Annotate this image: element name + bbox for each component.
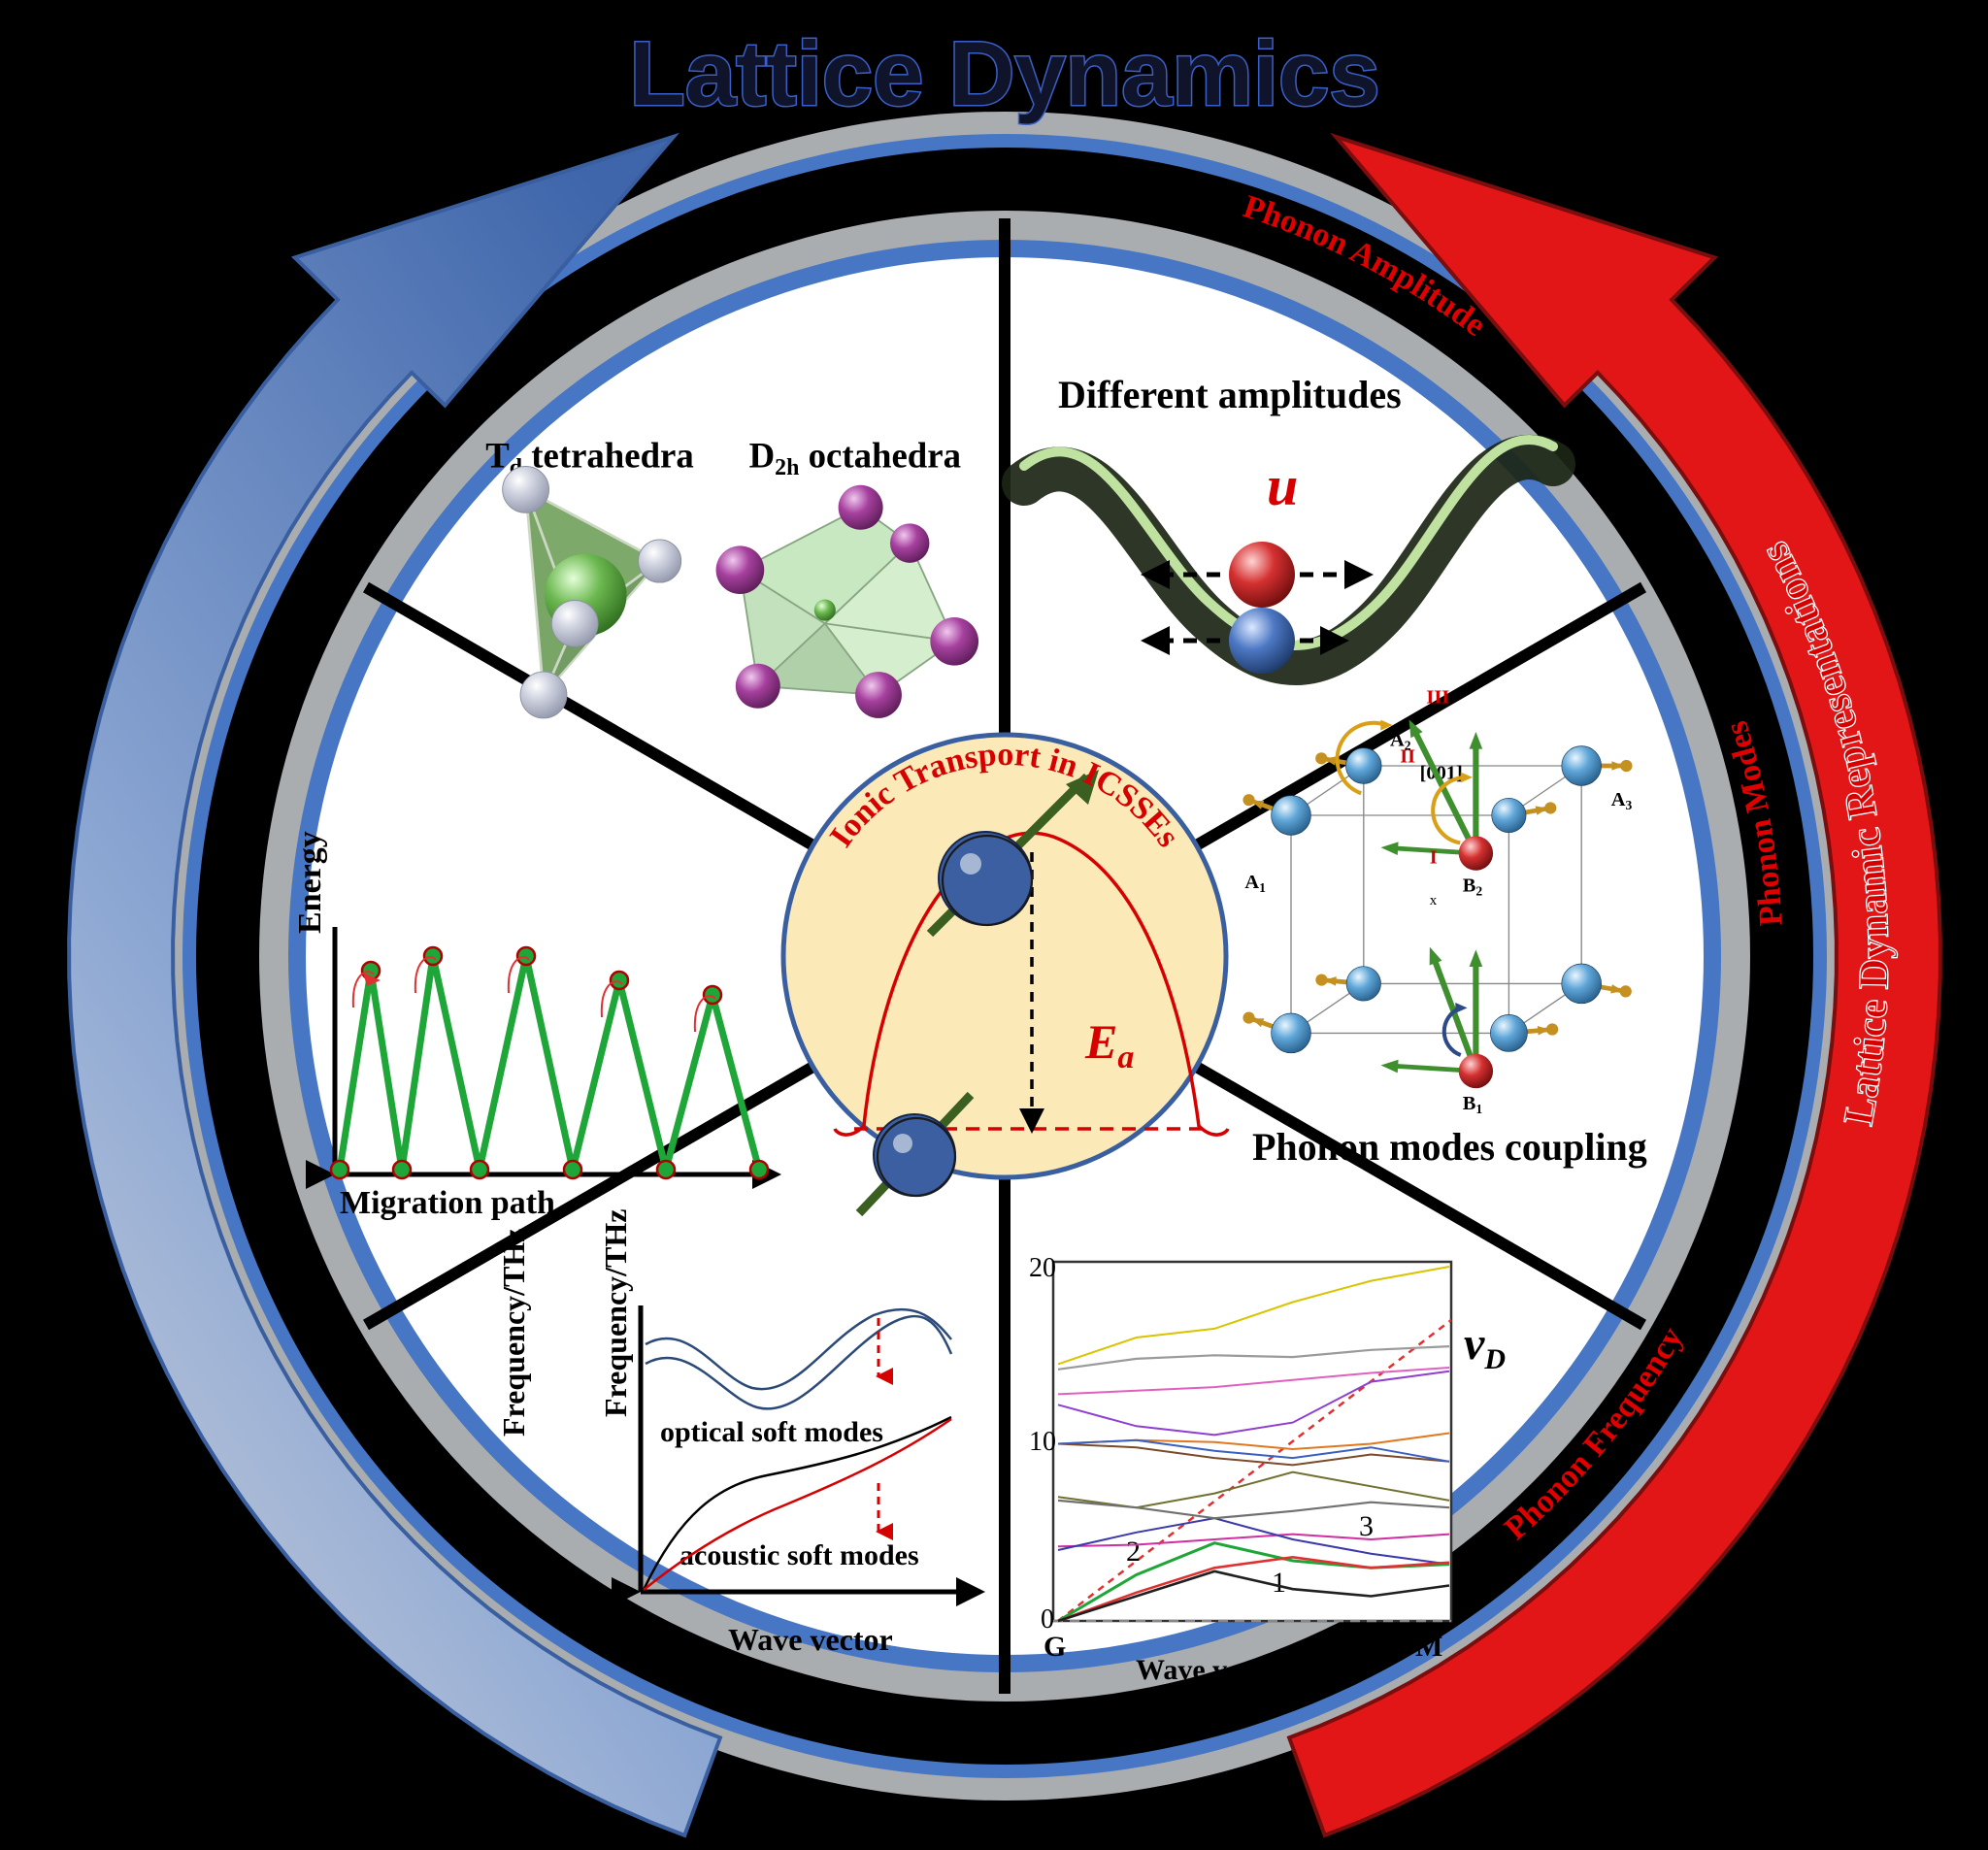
- svg-text:1: 1: [1272, 1567, 1286, 1599]
- svg-text:Phonon modes coupling: Phonon modes coupling: [1252, 1125, 1647, 1169]
- svg-text:III: III: [1426, 686, 1449, 708]
- svg-text:2: 2: [1126, 1536, 1141, 1568]
- svg-text:Frequency/THz: Frequency/THz: [598, 1209, 633, 1418]
- svg-text:Different amplitudes: Different amplitudes: [1058, 373, 1402, 416]
- svg-text:M: M: [1415, 1631, 1442, 1663]
- svg-text:Wave vector: Wave vector: [1136, 1654, 1290, 1686]
- svg-text:II: II: [1400, 746, 1415, 768]
- svg-text:Frequency/THz: Frequency/THz: [496, 1229, 531, 1437]
- svg-text:10: 10: [1029, 1427, 1056, 1457]
- svg-text:Wave vector: Wave vector: [728, 1622, 893, 1657]
- svg-text:Energy: Energy: [292, 831, 328, 934]
- svg-text:optical soft modes: optical soft modes: [660, 1416, 883, 1448]
- svg-text:u: u: [1267, 454, 1298, 517]
- svg-text:20: 20: [1029, 1253, 1056, 1283]
- svg-text:x: x: [1430, 893, 1438, 908]
- svg-text:G: G: [1044, 1631, 1066, 1663]
- svg-text:Migration path: Migration path: [340, 1185, 555, 1221]
- svg-text:3: 3: [1359, 1510, 1374, 1542]
- svg-text:I: I: [1430, 846, 1438, 868]
- svg-text:acoustic soft modes: acoustic soft modes: [679, 1539, 919, 1571]
- svg-text:Lattice Dynamics: Lattice Dynamics: [629, 22, 1379, 124]
